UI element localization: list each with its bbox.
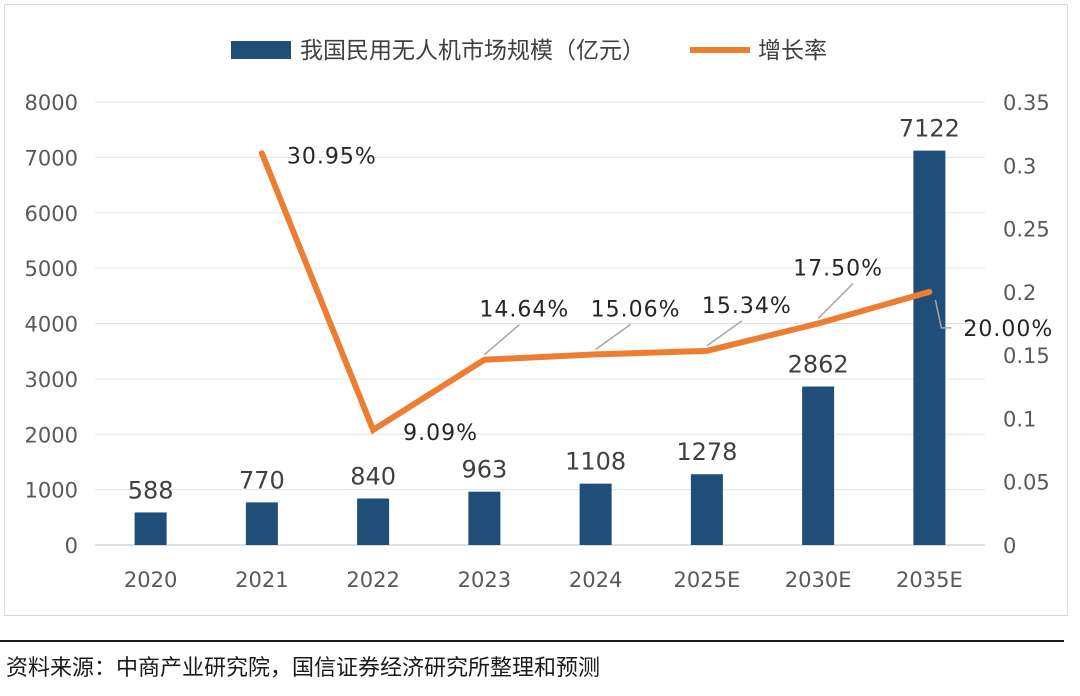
growth-rate-data-label: 17.50% (793, 257, 883, 282)
right-tick-label: 0.05 (1003, 471, 1050, 495)
x-tick-label: 2020 (124, 568, 177, 592)
left-tick-label: 1000 (25, 479, 78, 503)
left-tick-label: 5000 (25, 257, 78, 281)
bar-data-label: 588 (128, 476, 174, 504)
right-tick-label: 0.3 (1003, 154, 1036, 178)
right-tick-label: 0.1 (1003, 407, 1036, 431)
gridlines (95, 101, 985, 546)
left-tick-label: 0 (65, 534, 78, 558)
growth-rate-data-label: 9.09% (403, 421, 478, 446)
bar-data-label: 840 (350, 462, 396, 490)
right-tick-label: 0.35 (1003, 91, 1050, 115)
label-leader-line (817, 282, 854, 320)
left-tick-label: 6000 (25, 202, 78, 226)
bar (802, 386, 835, 545)
growth-rate-data-labels: 30.95% 9.09% 14.64% 15.06% 15.34%17.50% 20.00… (287, 144, 1053, 446)
right-tick-label: 0.15 (1003, 344, 1050, 368)
left-tick-label: 3000 (25, 368, 78, 392)
bar (690, 474, 723, 545)
bar-data-label: 1278 (676, 438, 737, 466)
label-leader-line (934, 299, 952, 329)
growth-rate-data-label: 15.34% (702, 294, 792, 319)
bar-data-label: 2862 (788, 351, 849, 379)
left-tick-label: 7000 (25, 146, 78, 170)
bar (913, 150, 946, 545)
bar-data-label: 770 (239, 466, 285, 494)
source-divider (0, 640, 1064, 642)
bar-series (134, 150, 946, 545)
bar (357, 498, 390, 545)
right-tick-label: 0.2 (1003, 281, 1036, 305)
left-tick-label: 2000 (25, 423, 78, 447)
x-tick-label: 2025E (674, 568, 741, 592)
bar-data-label: 7122 (899, 115, 960, 143)
growth-rate-data-label: 30.95% (287, 144, 377, 169)
left-tick-label: 4000 (25, 313, 78, 337)
bar (468, 491, 501, 545)
x-axis-ticks: 2020 2021 2022 2023 2024 2025E 2030E 2035E (124, 568, 963, 592)
label-leader-line (595, 323, 632, 350)
label-leader-line (483, 324, 520, 356)
legend-swatch-market-size (231, 41, 291, 59)
x-tick-label: 2022 (346, 568, 399, 592)
x-tick-label: 2024 (569, 568, 622, 592)
bar (579, 483, 612, 545)
growth-rate-data-label: 20.00% (963, 317, 1053, 342)
bar (134, 512, 167, 545)
bar-data-label: 1108 (565, 448, 626, 476)
right-tick-label: 0 (1003, 534, 1016, 558)
source-note: 资料来源：中商产业研究院，国信证券经济研究所整理和预测 (6, 656, 601, 681)
legend-label-growth-rate: 增长率 (758, 38, 827, 64)
growth-rate-data-label: 15.06% (591, 297, 681, 322)
growth-rate-line (258, 150, 933, 435)
left-tick-label: 8000 (25, 91, 78, 115)
chart-frame (4, 4, 1068, 616)
left-axis-ticks: 0 1000 2000 3000 4000 5000 6000 7000 8000 (25, 91, 78, 558)
legend: 我国民用无人机市场规模（亿元） 增长率 (231, 38, 827, 64)
bar (245, 502, 278, 545)
x-tick-label: 2030E (785, 568, 852, 592)
legend-label-market-size: 我国民用无人机市场规模（亿元） (300, 38, 645, 64)
bar-data-labels: 588 770 840 963 1108 1278 2862 7122 (128, 115, 960, 505)
x-tick-label: 2023 (458, 568, 511, 592)
right-tick-label: 0.25 (1003, 218, 1050, 242)
bar-data-label: 963 (461, 456, 507, 484)
label-leader-line (706, 320, 743, 347)
growth-rate-series (258, 150, 933, 435)
growth-rate-data-label: 14.64% (479, 298, 569, 323)
right-axis-ticks: 0 0.05 0.1 0.15 0.2 0.25 0.3 0.35 (1003, 91, 1050, 558)
x-tick-label: 2035E (896, 568, 963, 592)
x-tick-label: 2021 (235, 568, 288, 592)
